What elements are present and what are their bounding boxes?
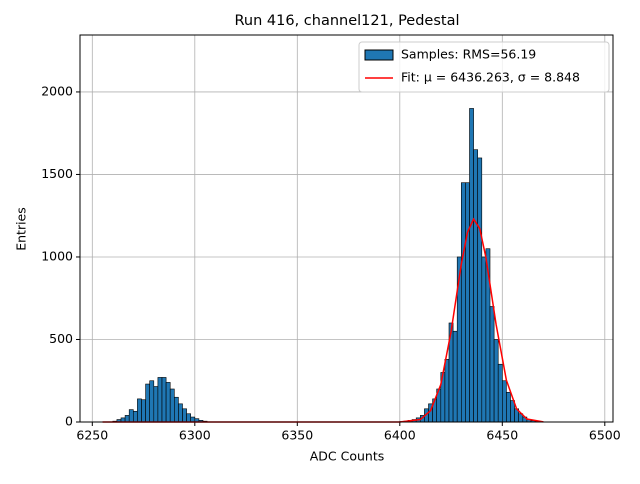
histogram-bar	[142, 400, 146, 422]
histogram-bar	[125, 415, 129, 422]
histogram-bar	[470, 108, 474, 422]
histogram-bar	[445, 359, 449, 422]
x-tick-label: 6350	[281, 428, 313, 443]
histogram-bar	[474, 150, 478, 422]
y-tick-label: 2000	[41, 83, 73, 98]
legend: Samples: RMS=56.19 Fit: μ = 6436.263, σ =…	[359, 42, 609, 92]
histogram-bar	[162, 377, 166, 422]
histogram-bar	[502, 381, 506, 422]
x-tick-label: 6250	[76, 428, 108, 443]
histogram-bar	[498, 364, 502, 422]
legend-label: Samples: RMS=56.19	[401, 47, 536, 62]
histogram-bar	[465, 183, 469, 422]
y-tick-label: 1500	[41, 166, 73, 181]
histogram-bar	[133, 411, 137, 422]
histogram-bar	[178, 404, 182, 422]
histogram-bar	[482, 257, 486, 422]
histogram-bar	[137, 399, 141, 422]
histogram-bar	[146, 384, 150, 422]
legend-swatch	[365, 50, 393, 60]
y-tick-label: 0	[65, 414, 73, 429]
histogram-bar	[511, 401, 515, 422]
x-tick-label: 6450	[486, 428, 518, 443]
histogram-bar	[478, 158, 482, 422]
histogram-bar	[174, 397, 178, 422]
y-tick-label: 500	[49, 331, 73, 346]
histogram-bar	[461, 183, 465, 422]
y-tick-label: 1000	[41, 248, 73, 263]
x-tick-label: 6400	[384, 428, 416, 443]
histogram-bar	[170, 389, 174, 422]
histogram-bar	[183, 409, 187, 422]
histogram-bar	[150, 381, 154, 422]
histogram-bar	[158, 377, 162, 422]
histogram-bar	[506, 392, 510, 422]
y-axis-label: Entries	[14, 207, 29, 251]
histogram-bar	[494, 339, 498, 422]
histogram-bar	[490, 306, 494, 422]
chart-title: Run 416, channel121, Pedestal	[234, 13, 459, 29]
histogram-bar	[154, 387, 158, 422]
x-tick-label: 6300	[179, 428, 211, 443]
histogram-bar	[166, 382, 170, 422]
histogram-bar	[129, 410, 133, 422]
x-axis-label: ADC Counts	[310, 449, 385, 464]
histogram-bar	[453, 331, 457, 422]
legend-label: Fit: μ = 6436.263, σ = 8.848	[401, 70, 580, 85]
x-tick-label: 6500	[589, 428, 621, 443]
histogram-bar	[187, 414, 191, 422]
